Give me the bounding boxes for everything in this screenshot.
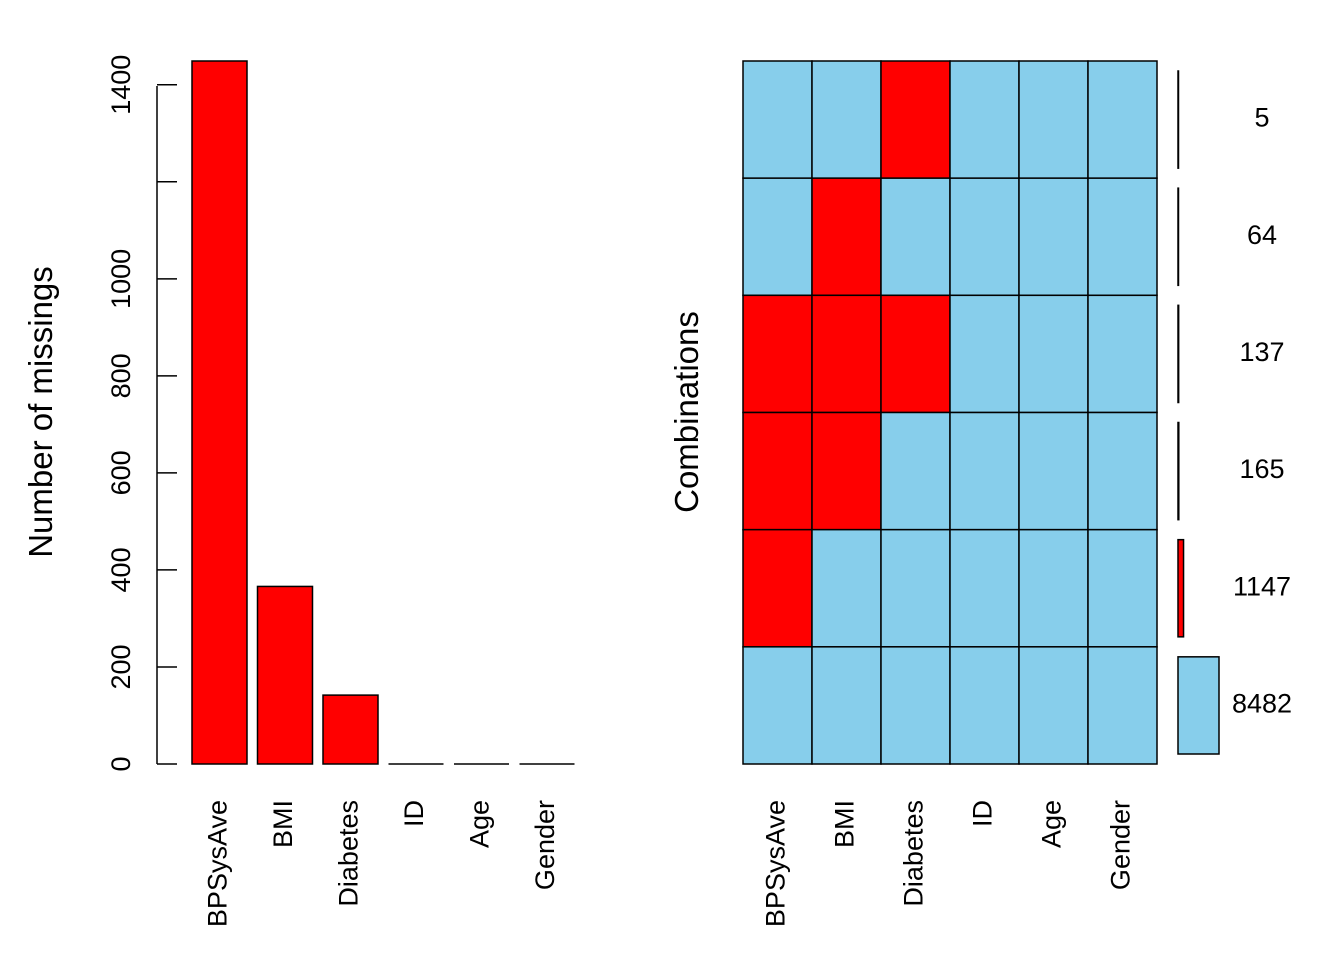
combination-count: 137 (1239, 337, 1284, 367)
right-y-axis-label: Combinations (668, 311, 705, 513)
right-x-tick-label: BMI (830, 800, 860, 848)
combination-count: 8482 (1232, 689, 1292, 719)
right-x-tick-label: Diabetes (899, 800, 929, 907)
heatmap-cell (742, 528, 813, 648)
heatmap-cell (1018, 60, 1089, 179)
left-y-tick-label: 1400 (106, 55, 136, 115)
combination-count: 64 (1247, 220, 1277, 250)
heatmap-cell (880, 646, 951, 765)
left-x-tick-labels: BPSysAve BMI Diabetes ID Age Gender (203, 800, 561, 927)
heatmap-cell (742, 294, 813, 414)
heatmap-cell (1087, 646, 1158, 765)
left-y-tick-label: 800 (106, 353, 136, 398)
right-x-tick-labels: BPSysAve BMI Diabetes ID Age Gender (761, 800, 1136, 927)
frequency-bar (1177, 421, 1180, 521)
heatmap-cell (1087, 294, 1158, 414)
heatmap-cell (742, 411, 813, 531)
heatmap-cell (811, 411, 882, 531)
heatmap-cell (949, 60, 1020, 179)
missings-bars (191, 60, 575, 765)
left-x-tick-label: Diabetes (334, 800, 364, 907)
left-y-tick-label: 200 (106, 644, 136, 689)
bar-bpsysave (191, 60, 248, 765)
bar-diabetes (322, 694, 379, 765)
heatmap-cell (1018, 411, 1089, 531)
heatmap-cell (811, 60, 882, 179)
missings-bar-chart: Number of missings 0 200 400 600 800 1000 1400… (22, 55, 575, 927)
combination-count: 5 (1254, 103, 1269, 133)
heatmap-cell (949, 177, 1020, 297)
combination-frequency-bars (1177, 70, 1220, 755)
frequency-bar (1177, 304, 1180, 404)
bar-bmi (256, 585, 314, 765)
left-y-tick-label: 1000 (106, 249, 136, 309)
right-x-tick-label: BPSysAve (761, 800, 791, 927)
heatmap-cell (1018, 528, 1089, 648)
frequency-bar (1177, 656, 1220, 755)
heatmap-cell (1018, 294, 1089, 414)
heatmap-cell (742, 177, 813, 297)
heatmap-cell (880, 294, 951, 414)
heatmap-cell (742, 60, 813, 179)
combination-cells (742, 60, 1158, 765)
heatmap-cell (1018, 646, 1089, 765)
heatmap-cell (1087, 411, 1158, 531)
heatmap-cell (1087, 528, 1158, 648)
heatmap-cell (811, 294, 882, 414)
heatmap-cell (1018, 177, 1089, 297)
combination-count: 1147 (1233, 571, 1291, 601)
left-x-tick-label: Gender (530, 800, 560, 890)
left-y-ticks: 0 200 400 600 800 1000 1400 (106, 55, 177, 772)
left-y-tick-label: 600 (106, 450, 136, 495)
heatmap-cell (949, 411, 1020, 531)
heatmap-cell (811, 528, 882, 648)
combination-count-labels: 5 64 137 165 1147 8482 (1232, 103, 1292, 719)
right-x-tick-label: ID (968, 800, 998, 827)
heatmap-cell (1087, 177, 1158, 297)
right-x-tick-label: Age (1037, 800, 1067, 848)
heatmap-cell (880, 60, 951, 179)
heatmap-cell (880, 177, 951, 297)
heatmap-cell (880, 528, 951, 648)
left-x-tick-label: ID (399, 800, 429, 827)
left-x-tick-label: BPSysAve (203, 800, 233, 927)
heatmap-cell (949, 646, 1020, 765)
heatmap-cell (811, 646, 882, 765)
right-x-tick-label: Gender (1106, 800, 1136, 890)
heatmap-cell (811, 177, 882, 297)
heatmap-cell (880, 411, 951, 531)
left-x-tick-label: Age (465, 800, 495, 848)
combination-count: 165 (1239, 454, 1284, 484)
heatmap-cell (949, 294, 1020, 414)
frequency-bar (1177, 538, 1185, 638)
left-y-tick-label: 0 (106, 756, 136, 771)
left-x-tick-label: BMI (268, 800, 298, 848)
frequency-bar (1177, 70, 1180, 169)
frequency-bar (1177, 187, 1180, 287)
heatmap-cell (742, 646, 813, 765)
left-y-tick-label: 400 (106, 547, 136, 592)
left-y-axis-label: Number of missings (22, 266, 59, 558)
heatmap-cell (1087, 60, 1158, 179)
heatmap-cell (949, 528, 1020, 648)
